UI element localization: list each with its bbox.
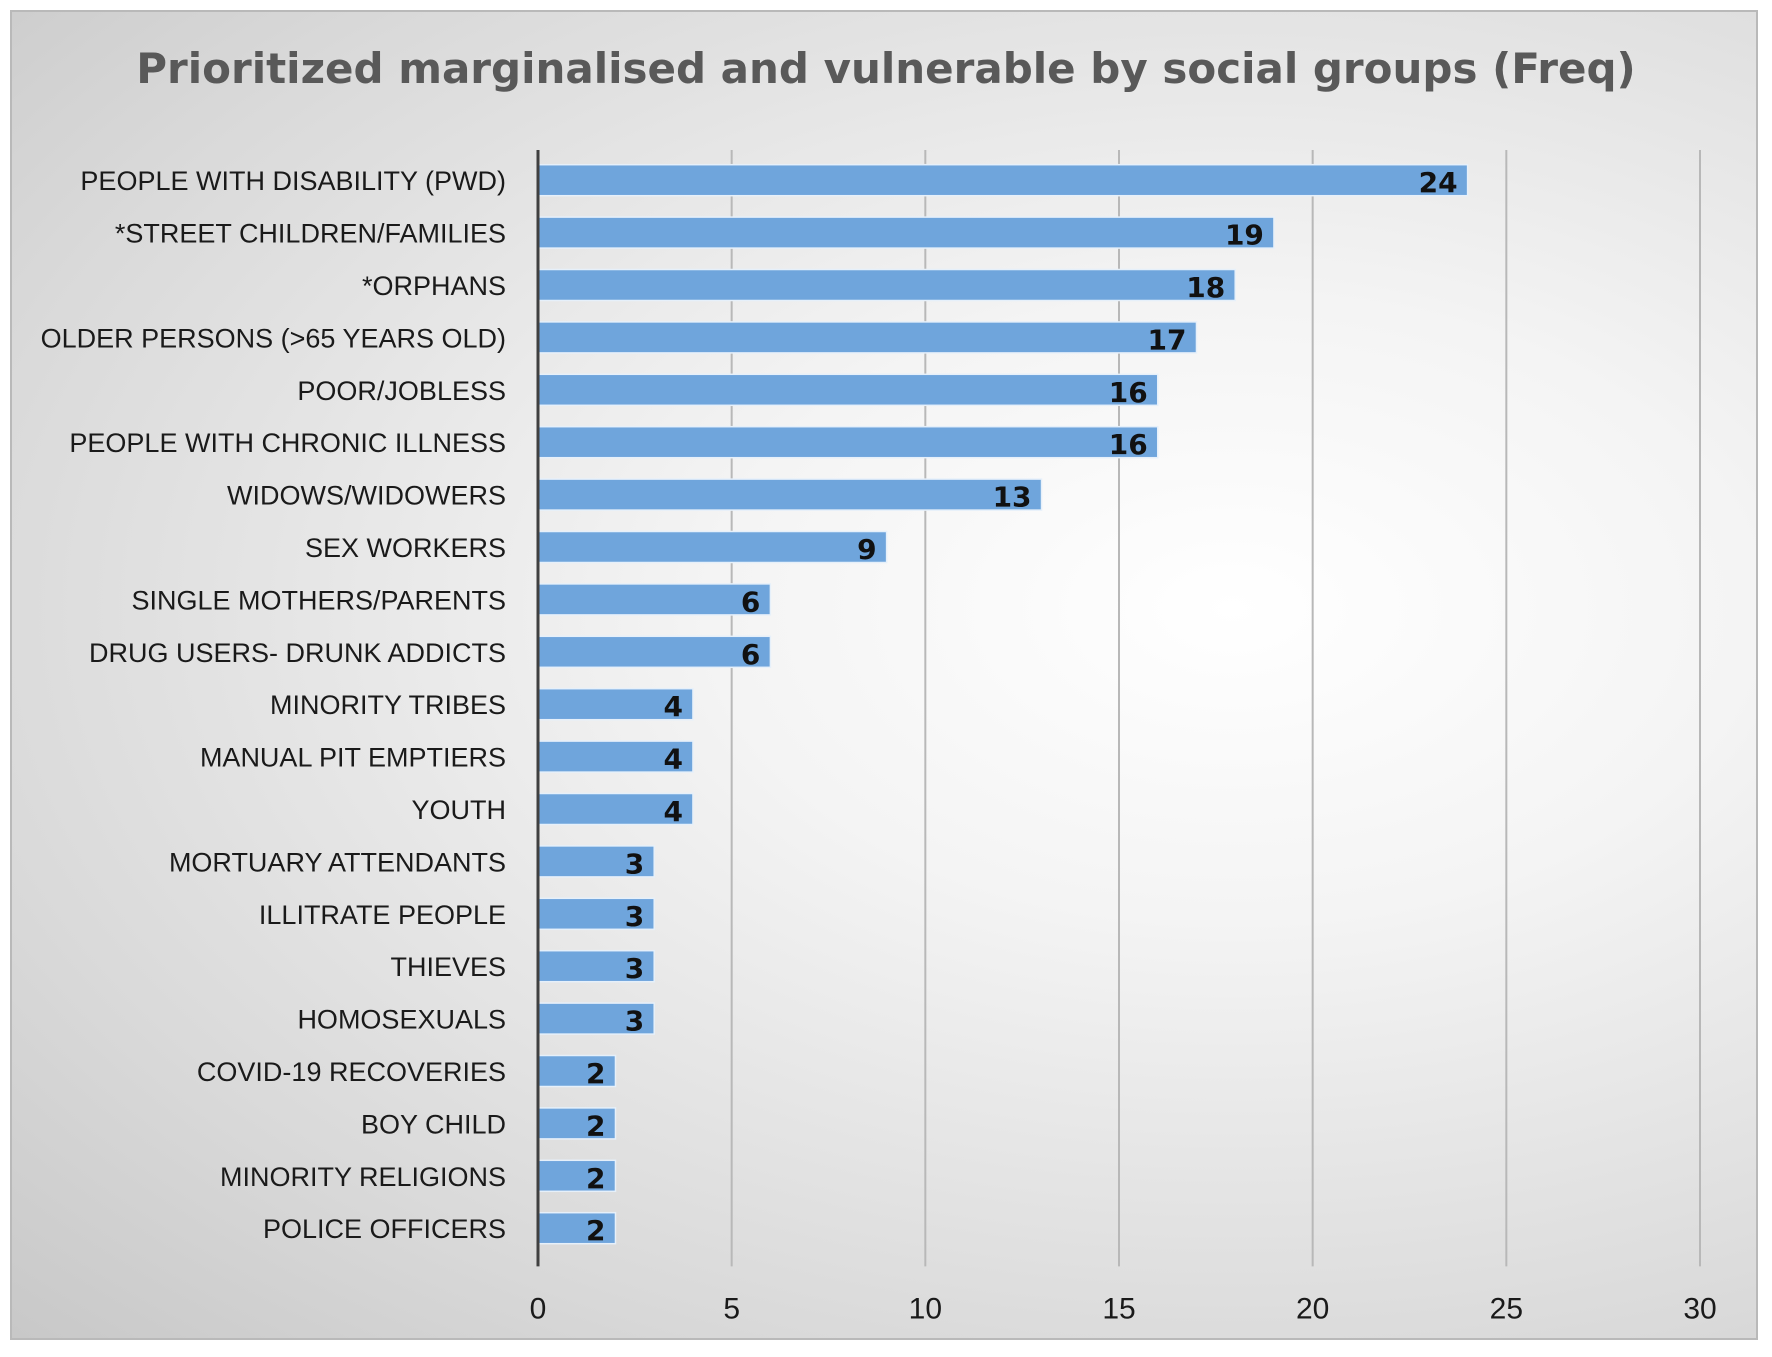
category-label-16: HOMOSEXUALS — [297, 1005, 506, 1035]
bar-16 — [537, 1002, 655, 1035]
category-label-13: MORTUARY ATTENDANTS — [169, 847, 506, 877]
data-label-15: 3 — [625, 952, 644, 985]
x-tick-label-20: 20 — [1296, 1292, 1329, 1325]
data-label-0: 24 — [1419, 166, 1458, 199]
category-label-1: *STREET CHILDREN/FAMILIES — [115, 219, 506, 249]
x-tick-label-15: 15 — [1102, 1292, 1135, 1325]
data-label-12: 4 — [663, 795, 682, 828]
category-label-9: DRUG USERS- DRUNK ADDICTS — [89, 638, 506, 668]
data-label-1: 19 — [1225, 219, 1264, 252]
bar-15 — [537, 949, 655, 983]
bar-10 — [537, 687, 694, 721]
bar-6 — [537, 478, 1043, 511]
x-tick-label-25: 25 — [1490, 1292, 1523, 1325]
category-label-20: POLICE OFFICERS — [263, 1214, 506, 1244]
category-label-11: MANUAL PIT EMPTIERS — [200, 743, 506, 773]
data-label-18: 2 — [586, 1109, 605, 1142]
data-label-9: 6 — [741, 638, 760, 671]
category-label-7: SEX WORKERS — [305, 533, 506, 563]
data-label-3: 17 — [1147, 323, 1186, 356]
x-tick-label-10: 10 — [909, 1292, 942, 1325]
category-label-15: THIEVES — [390, 952, 506, 982]
data-label-14: 3 — [625, 900, 644, 933]
data-label-13: 3 — [625, 847, 644, 880]
data-label-16: 3 — [625, 1005, 644, 1038]
data-label-2: 18 — [1186, 271, 1225, 304]
x-tick-label-5: 5 — [723, 1292, 740, 1325]
bar-9 — [537, 635, 772, 669]
chart-title: Prioritized marginalised and vulnerable … — [136, 44, 1636, 93]
category-label-3: OLDER PERSONS (>65 YEARS OLD) — [41, 323, 506, 353]
bar-3 — [537, 321, 1198, 354]
bar-2 — [537, 268, 1236, 302]
bar-8 — [537, 583, 772, 616]
category-label-6: WIDOWS/WIDOWERS — [227, 481, 506, 511]
x-tick-label-0: 0 — [530, 1292, 547, 1325]
category-label-18: BOY CHILD — [361, 1109, 506, 1139]
category-label-0: PEOPLE WITH DISABILITY (PWD) — [80, 166, 506, 196]
category-label-4: POOR/JOBLESS — [297, 376, 506, 406]
data-label-11: 4 — [663, 743, 682, 776]
data-label-10: 4 — [663, 690, 682, 723]
bar-19 — [537, 1159, 617, 1193]
data-label-17: 2 — [586, 1057, 605, 1090]
category-label-14: ILLITRATE PEOPLE — [259, 900, 506, 930]
gridlines — [730, 150, 1701, 1267]
bar-4 — [537, 373, 1159, 407]
data-label-8: 6 — [741, 585, 760, 618]
labels: 0 5 10 15 20 25 30 PEOPLE WITH DISABILITY (PWD)… — [41, 166, 1717, 1325]
category-label-17: COVID-19 RECOVERIES — [197, 1057, 506, 1087]
data-label-20: 2 — [586, 1214, 605, 1247]
bar-1 — [537, 216, 1275, 249]
category-label-10: MINORITY TRIBES — [270, 690, 506, 720]
category-label-12: YOUTH — [412, 795, 507, 825]
bar-18 — [537, 1107, 617, 1140]
data-label-5: 16 — [1109, 428, 1148, 461]
bar-7 — [537, 530, 888, 564]
bar-5 — [537, 425, 1159, 459]
bar-12 — [537, 792, 694, 826]
bar-13 — [537, 845, 655, 878]
data-label-6: 13 — [993, 481, 1032, 514]
category-label-2: *ORPHANS — [362, 271, 506, 301]
data-label-19: 2 — [586, 1162, 605, 1195]
data-label-7: 9 — [857, 533, 876, 566]
category-label-8: SINGLE MOTHERS/PARENTS — [131, 585, 506, 615]
data-label-4: 16 — [1109, 376, 1148, 409]
bar-17 — [537, 1054, 617, 1088]
category-label-19: MINORITY RELIGIONS — [220, 1162, 506, 1192]
bars — [537, 163, 1469, 1245]
x-tick-label-30: 30 — [1683, 1292, 1716, 1325]
category-label-5: PEOPLE WITH CHRONIC ILLNESS — [69, 428, 506, 458]
bar-0 — [537, 163, 1469, 197]
